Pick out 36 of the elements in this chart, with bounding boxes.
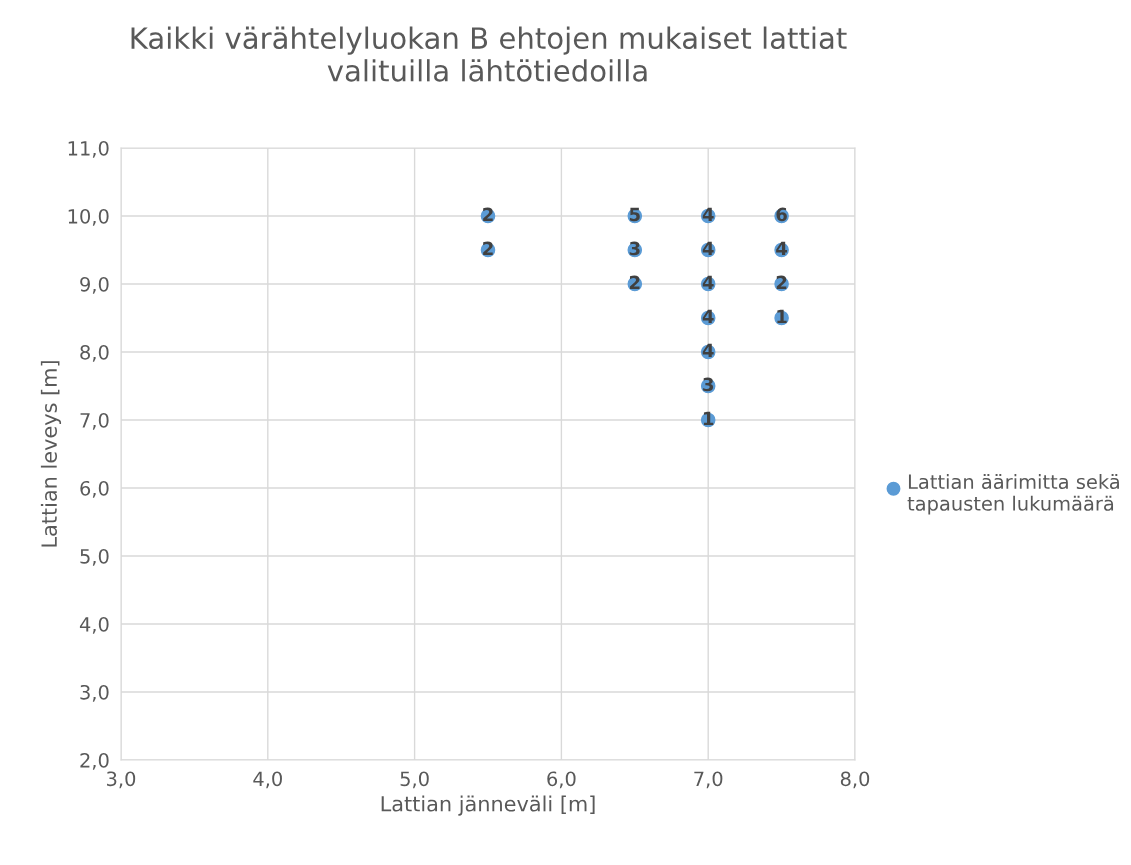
annotation: 4 — [702, 343, 714, 357]
y-tick-label: 4,0 — [79, 616, 109, 634]
x-tick-label: 4,0 — [253, 771, 282, 789]
annotation: 2 — [483, 241, 493, 255]
annotation: 2 — [483, 207, 493, 221]
x-tick-label: 3,0 — [107, 771, 136, 789]
annotation: 5 — [629, 207, 640, 222]
x-tick-label: 8,0 — [840, 771, 870, 789]
y-tick-label: 11,0 — [68, 140, 109, 158]
y-tick-label: 6,0 — [80, 480, 109, 498]
annotation: 3 — [629, 241, 640, 256]
legend-label: Lattian äärimitta sekä tapausten lukumäärä — [907, 474, 1119, 515]
y-tick-label: 5,0 — [80, 548, 109, 566]
annotation: 1 — [703, 411, 714, 425]
annotation: 6 — [776, 207, 787, 222]
y-tick-label: 2,0 — [80, 752, 109, 770]
y-tick-label: 3,0 — [80, 684, 109, 702]
y-tick-label: 8,0 — [80, 344, 109, 362]
chart-title: Kaikki värähtelyluokan B ehtojen mukaiset lattiat valituilla lähtötiedoilla — [131, 26, 847, 82]
annotation: 1 — [777, 309, 787, 323]
x-axis-title: Lattian jänneväli [m] — [381, 795, 595, 816]
y-tick-label: 7,0 — [80, 412, 109, 430]
annotation: 4 — [702, 241, 714, 255]
annotation: 4 — [702, 275, 714, 289]
y-tick-label: 9,0 — [80, 276, 109, 294]
annotation: 4 — [776, 241, 788, 255]
x-tick-label: 6,0 — [547, 771, 576, 789]
annotation: 2 — [776, 275, 787, 289]
annotation: 2 — [629, 275, 640, 289]
annotation: 4 — [702, 207, 714, 221]
x-tick-label: 5,0 — [400, 771, 429, 789]
y-axis-title: Lattian leveys [m] — [40, 361, 62, 547]
x-tick-label: 7,0 — [694, 771, 723, 789]
annotation: 4 — [702, 309, 714, 323]
annotation: 3 — [703, 377, 714, 392]
y-tick-label: 10,0 — [68, 208, 109, 226]
